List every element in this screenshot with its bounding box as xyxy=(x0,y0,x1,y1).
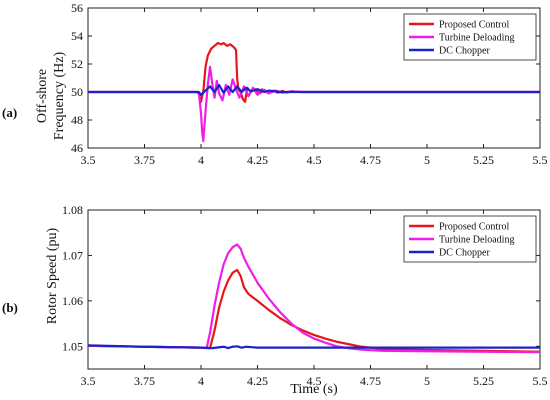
legend-label: DC Chopper xyxy=(439,46,491,57)
x-tick-label: 3.5 xyxy=(81,374,96,388)
x-tick-label: 3.5 xyxy=(81,153,96,167)
x-tick-label: 4.5 xyxy=(307,374,322,388)
x-tick-label: 5.25 xyxy=(473,374,494,388)
y-axis-label-a-line2: Frequency (Hz) xyxy=(52,52,67,141)
legend-label: Proposed Control xyxy=(439,222,510,233)
legend-label: Turbine Deloading xyxy=(439,235,514,246)
y-tick-label: 1.08 xyxy=(62,203,83,217)
panel-label-b: (b) xyxy=(2,300,18,315)
y-tick-label: 1.05 xyxy=(62,339,83,353)
x-tick-label: 4.25 xyxy=(247,153,268,167)
panel-label-a: (a) xyxy=(2,105,17,120)
x-tick-label: 4.75 xyxy=(360,153,381,167)
chart-b: (b) Rotor Speed (pu) 3.5 3.75 4 4.25 4.5 4.75… xyxy=(2,203,548,397)
x-axis-label-b: Time (s) xyxy=(290,382,338,397)
y-tick-label: 56 xyxy=(71,1,83,15)
y-tick-label: 50 xyxy=(71,85,83,99)
x-tick-label: 4 xyxy=(198,153,204,167)
y-axis-label-b: Rotor Speed (pu) xyxy=(45,227,60,324)
series-lines-b xyxy=(87,243,541,354)
series-lines-a xyxy=(88,41,540,143)
y-tick-label: 1.07 xyxy=(62,248,83,262)
x-tick-label: 3.75 xyxy=(134,374,155,388)
x-tick-label: 5 xyxy=(424,374,430,388)
x-tick-label: 4 xyxy=(198,374,204,388)
x-tick-label: 5.25 xyxy=(473,153,494,167)
x-tick-label: 4.25 xyxy=(247,374,268,388)
y-tick-label: 54 xyxy=(71,29,83,43)
y-axis-label-a-line1: Off-shore xyxy=(35,69,50,123)
x-tick-label: 4.75 xyxy=(360,374,381,388)
y-tick-label: 46 xyxy=(71,141,83,155)
y-tick-label: 52 xyxy=(71,57,83,71)
series-line-turbine-deloading xyxy=(88,65,540,143)
x-tick-label: 4.5 xyxy=(307,153,322,167)
ticks-a: 3.5 3.75 4 4.25 4.5 4.75 5 5.25 5.5 46 48 50 52 54 56 xyxy=(71,1,548,167)
x-tick-label: 5.5 xyxy=(533,153,548,167)
y-tick-label: 48 xyxy=(71,113,83,127)
series-line-turbine-deloading xyxy=(87,243,541,354)
legend-label: DC Chopper xyxy=(439,248,491,259)
chart-a: (a) Off-shore Frequency (Hz) 3.5 3.75 4 4.2… xyxy=(2,1,548,167)
legend-label: Turbine Deloading xyxy=(439,33,514,44)
x-tick-label: 5 xyxy=(424,153,430,167)
legend-label: Proposed Control xyxy=(439,20,510,31)
series-line-dc-chopper xyxy=(87,344,540,350)
legend-a: Proposed Control Turbine Deloading DC Chop… xyxy=(403,13,537,61)
x-tick-label: 3.75 xyxy=(134,153,155,167)
series-line-dc-chopper xyxy=(88,83,540,96)
legend-b: Proposed Control Turbine Deloading DC Chop… xyxy=(403,215,537,263)
ticks-b: 3.5 3.75 4 4.25 4.5 4.75 5 5.25 5.5 1.05 1.06 1.07 1… xyxy=(62,203,548,388)
x-tick-label: 5.5 xyxy=(533,374,548,388)
y-tick-label: 1.06 xyxy=(62,294,83,308)
